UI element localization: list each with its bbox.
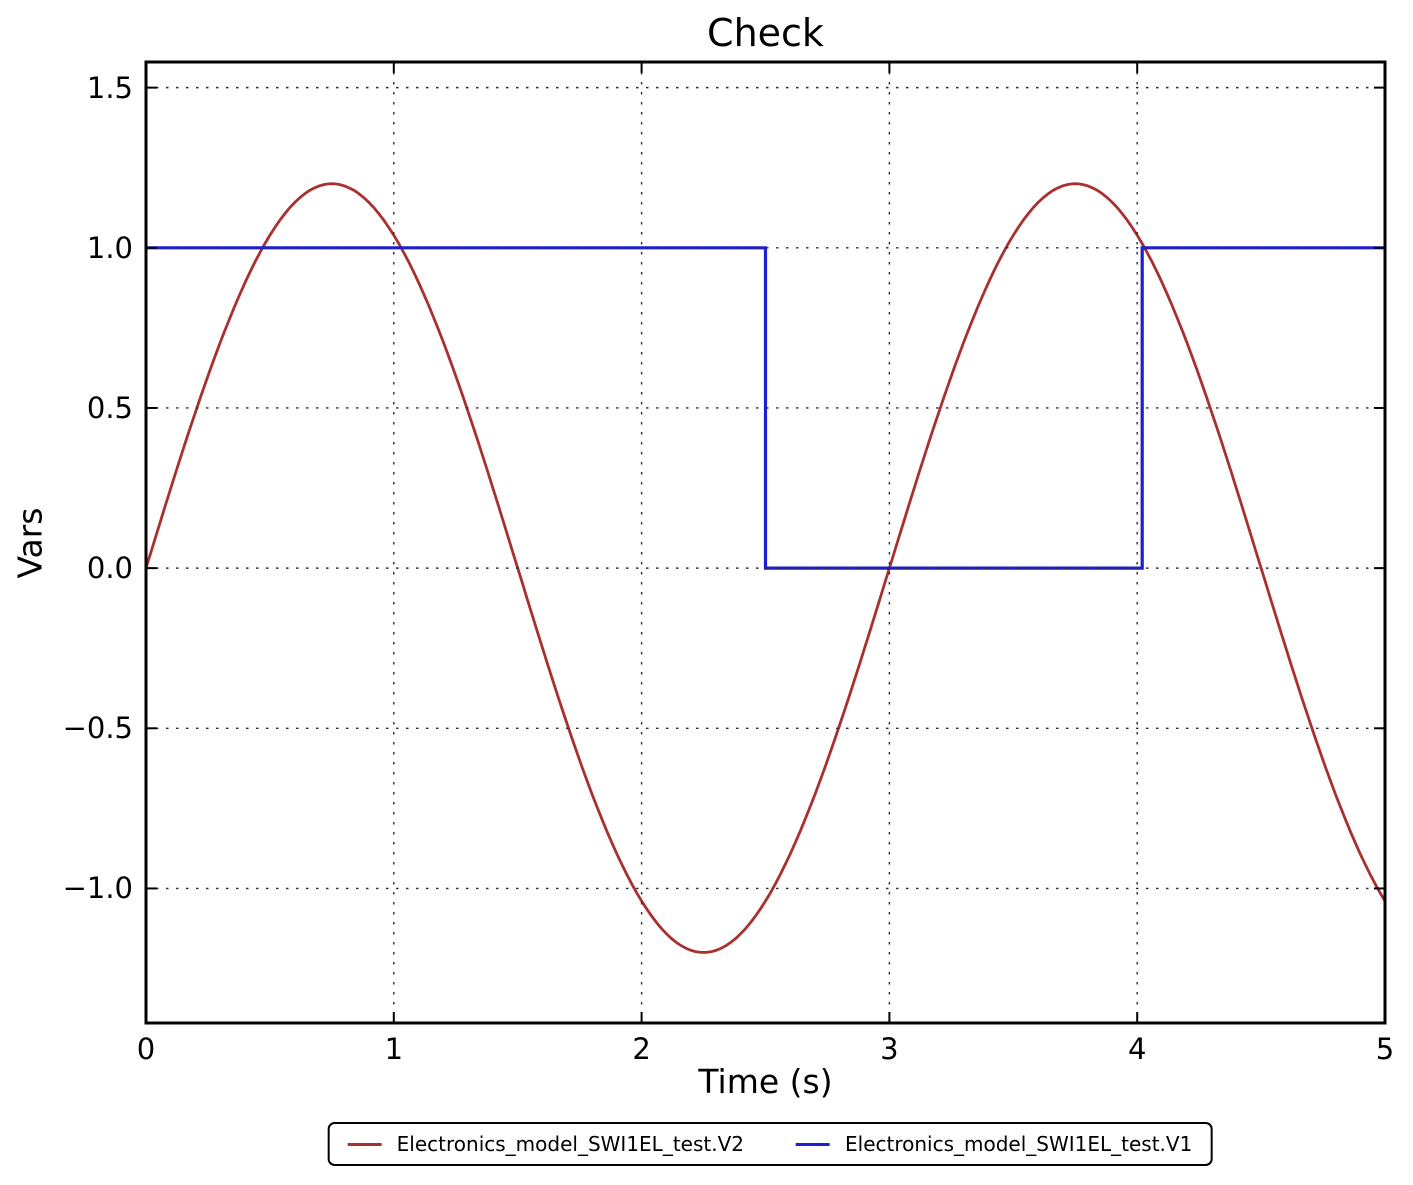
x-tick-label: 5 bbox=[1375, 1032, 1395, 1066]
series-line-v1 bbox=[146, 246, 1385, 570]
legend-line-sample-v2 bbox=[347, 1142, 382, 1146]
legend-label-v2: Electronics_model_SWI1EL_test.V2 bbox=[396, 1132, 744, 1156]
series-line-v2 bbox=[144, 182, 1387, 954]
x-tick-label: 3 bbox=[880, 1032, 899, 1066]
legend-item-v2: Electronics_model_SWI1EL_test.V2 bbox=[347, 1132, 744, 1156]
y-tick-label: −0.5 bbox=[62, 711, 133, 746]
y-tick-label: 1.5 bbox=[86, 70, 133, 105]
axes-frame bbox=[144, 60, 1387, 1025]
x-tick-label: 2 bbox=[632, 1032, 651, 1066]
legend-item-v1: Electronics_model_SWI1EL_test.V1 bbox=[796, 1132, 1192, 1156]
x-tick-label: 1 bbox=[384, 1032, 404, 1066]
y-tick-label: 1.0 bbox=[86, 230, 133, 265]
legend: Electronics_model_SWI1EL_test.V2 Electro… bbox=[327, 1122, 1213, 1166]
legend-line-sample-v1 bbox=[796, 1142, 830, 1146]
y-tick-label: −1.0 bbox=[62, 871, 133, 906]
y-tick-label: 0.5 bbox=[86, 390, 133, 425]
y-tick-label: 0.0 bbox=[86, 551, 133, 586]
x-axis-label: Time (s) bbox=[698, 1062, 833, 1101]
legend-label-v1: Electronics_model_SWI1EL_test.V1 bbox=[845, 1132, 1193, 1156]
x-tick-label: 0 bbox=[136, 1032, 156, 1066]
x-tick-label: 4 bbox=[1127, 1032, 1147, 1066]
plot-title: Check bbox=[707, 11, 824, 55]
